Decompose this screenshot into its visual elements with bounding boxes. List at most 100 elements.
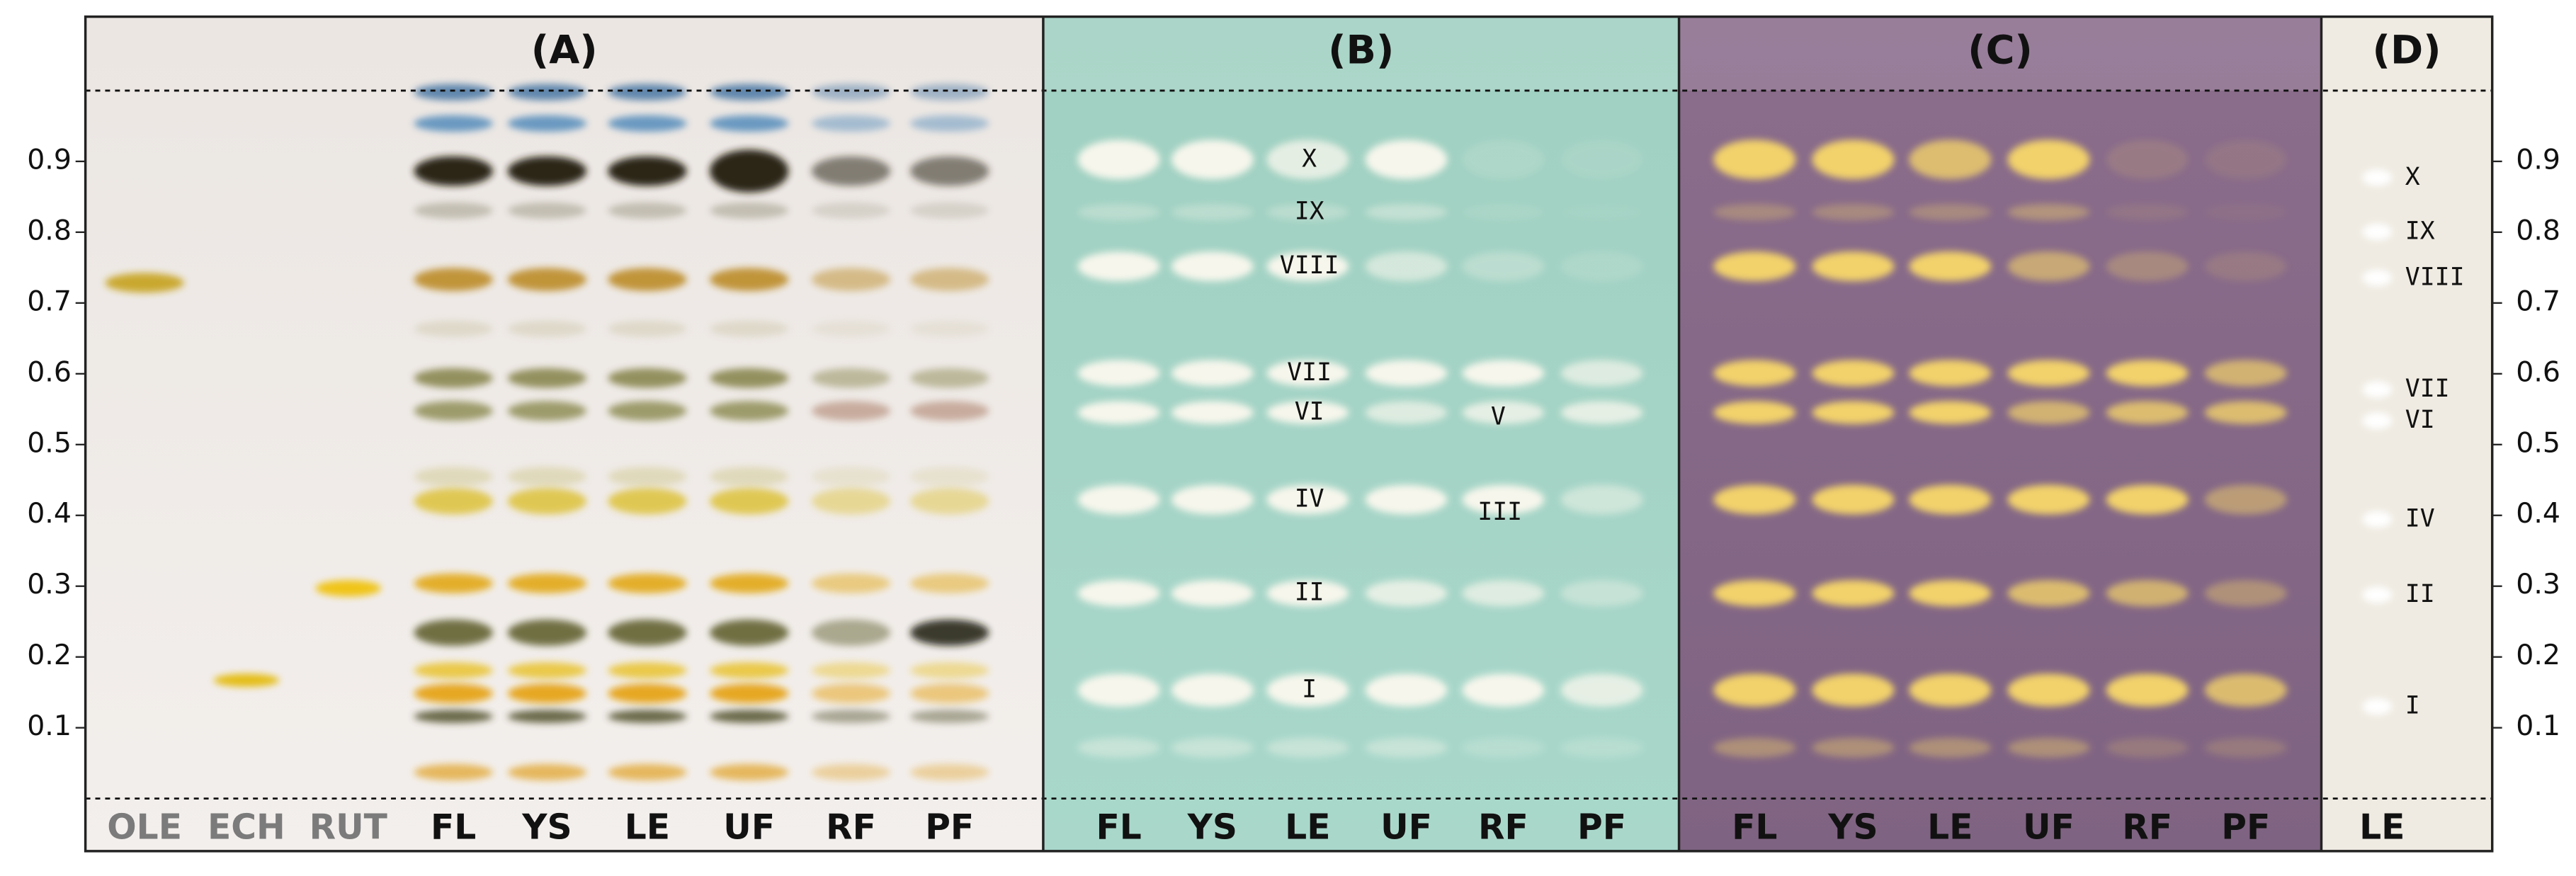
band: [1365, 140, 1448, 180]
band: [2007, 401, 2090, 424]
band: [2204, 484, 2287, 515]
band-label: VI: [1295, 398, 1324, 426]
band: [2204, 737, 2287, 758]
band: [811, 156, 891, 186]
tick-label: 0.2: [2516, 639, 2560, 671]
band: [414, 268, 493, 291]
band: [910, 320, 989, 337]
band: [1077, 203, 1160, 221]
band-label: V: [1491, 403, 1506, 431]
band: [1560, 140, 1643, 180]
band: [1812, 673, 1895, 707]
band-label: IV: [2405, 504, 2435, 533]
band-label: III: [1477, 498, 1522, 526]
band: [414, 320, 493, 337]
band: [1560, 401, 1643, 424]
band: [414, 683, 493, 704]
band: [414, 488, 493, 515]
band: [2007, 737, 2090, 758]
band: [1171, 737, 1254, 758]
band: [507, 84, 587, 101]
band: [1560, 737, 1643, 758]
tick-label: 0.1: [27, 710, 72, 742]
band: [1077, 251, 1160, 281]
tick-label: 0.1: [2516, 710, 2560, 742]
band: [507, 662, 587, 679]
band: [811, 368, 891, 388]
band: [2007, 580, 2090, 607]
band: [608, 710, 687, 723]
lane-label: PF: [925, 808, 974, 848]
band: [608, 619, 687, 646]
tick-label: 0.5: [27, 426, 72, 459]
band: [414, 662, 493, 679]
band-label: VIII: [1280, 251, 1339, 280]
band: [414, 401, 493, 421]
lane-label: LE: [2359, 808, 2405, 848]
lane-label: FL: [431, 808, 476, 848]
band: [1812, 737, 1895, 758]
band: [1560, 580, 1643, 607]
lane-label: ECH: [208, 808, 285, 848]
band: [710, 202, 789, 219]
band: [710, 488, 789, 515]
overlay: (A) OLE ECH RUT FL YS LE UF RF PF (B) FL YS LE UF RF PF (…: [27, 15, 2560, 853]
band: [414, 467, 493, 487]
lane-label: FL: [1732, 808, 1777, 848]
band: [910, 368, 989, 388]
band: [2362, 269, 2393, 286]
band: [608, 320, 687, 337]
band: [1266, 140, 1349, 180]
band: [1560, 484, 1643, 515]
band: [1560, 673, 1643, 707]
band: [2007, 140, 2090, 180]
band: [507, 320, 587, 337]
band: [1909, 737, 1992, 758]
band: [910, 268, 989, 291]
band: [1812, 360, 1895, 387]
band: [2106, 401, 2189, 424]
band: [1171, 251, 1254, 281]
band: [2106, 140, 2189, 180]
tick-label: 0.6: [2516, 355, 2560, 388]
band-label: II: [1295, 579, 1324, 607]
band: [910, 84, 989, 101]
band: [2204, 251, 2287, 281]
band: [608, 662, 687, 679]
lane-label: LE: [625, 808, 670, 848]
band: [2106, 203, 2189, 221]
band: [2362, 698, 2393, 715]
tick-label: 0.2: [27, 639, 72, 671]
band: [1171, 580, 1254, 607]
tick-label: 0.4: [27, 497, 72, 530]
band: [1713, 484, 1796, 515]
lane-label: RUT: [310, 808, 387, 848]
band: [507, 467, 587, 487]
band: [2106, 673, 2189, 707]
band: [1812, 484, 1895, 515]
band: [507, 763, 587, 781]
band: [213, 673, 280, 687]
band-label: IX: [2405, 217, 2435, 245]
band: [2362, 381, 2393, 398]
band: [2007, 673, 2090, 707]
band: [2007, 484, 2090, 515]
band: [1713, 580, 1796, 607]
tick-label: 0.9: [2516, 143, 2560, 176]
band: [608, 202, 687, 219]
band: [1171, 673, 1254, 707]
lane-label: LE: [1285, 808, 1330, 848]
band: [1462, 737, 1545, 758]
band: [1560, 251, 1643, 281]
panel-label: (B): [1328, 28, 1394, 74]
band: [608, 156, 687, 186]
band: [414, 710, 493, 723]
band-label: II: [2405, 580, 2435, 608]
band: [910, 202, 989, 219]
band: [315, 580, 382, 597]
band: [710, 149, 789, 193]
band: [710, 683, 789, 704]
band: [910, 401, 989, 421]
band: [2106, 251, 2189, 281]
band: [710, 573, 789, 593]
